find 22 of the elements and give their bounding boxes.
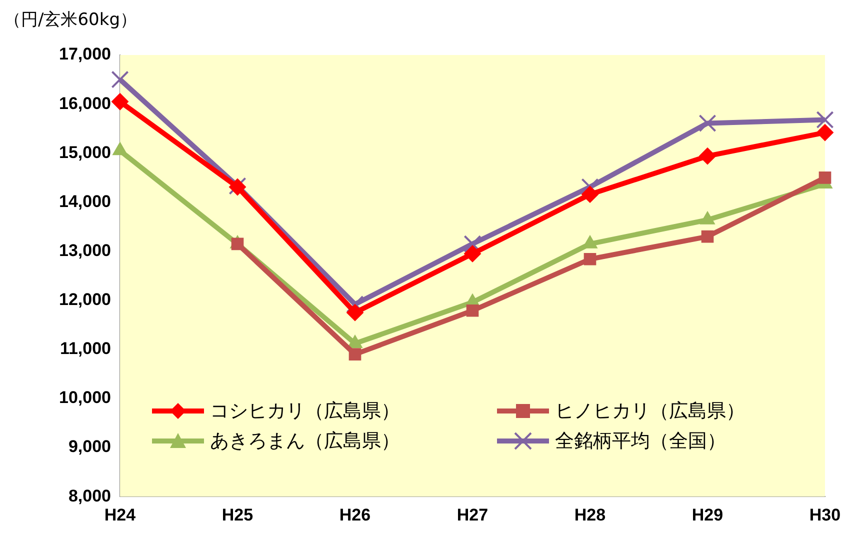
y-tick-label: 17,000 bbox=[59, 44, 111, 64]
x-tick-label: H26 bbox=[339, 505, 371, 524]
y-tick-label: 11,000 bbox=[60, 339, 111, 358]
y-tick-label: 9,000 bbox=[68, 437, 111, 456]
y-axis-title: （円/玄米60kg） bbox=[4, 9, 137, 31]
y-tick-label: 13,000 bbox=[59, 240, 111, 260]
y-tick-label: 16,000 bbox=[59, 94, 111, 113]
y-tick-label: 12,000 bbox=[59, 290, 111, 310]
x-tick-label: H30 bbox=[809, 505, 841, 524]
y-tick-label: 15,000 bbox=[59, 142, 111, 162]
x-tick-label: H29 bbox=[692, 505, 724, 524]
y-tick-label: 10,000 bbox=[59, 388, 111, 408]
y-tick-label: 8,000 bbox=[68, 486, 111, 506]
x-tick-label: H25 bbox=[222, 505, 254, 524]
x-tick-label: H24 bbox=[104, 505, 136, 524]
legend-label: コシヒカリ（広島県） bbox=[210, 399, 400, 424]
y-tick-label: 14,000 bbox=[59, 192, 111, 211]
x-tick-label: H28 bbox=[574, 505, 606, 524]
legend-label: 全銘柄平均（全国） bbox=[555, 429, 726, 454]
legend-label: あきろまん（広島県） bbox=[210, 429, 400, 454]
legend-label: ヒノヒカリ（広島県） bbox=[555, 399, 745, 424]
x-tick-label: H27 bbox=[456, 505, 488, 524]
